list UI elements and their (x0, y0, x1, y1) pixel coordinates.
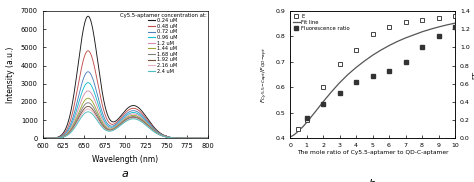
X-axis label: The mole ratio of Cy5.5-aptamer to QD-C-aptamer: The mole ratio of Cy5.5-aptamer to QD-C-… (297, 150, 448, 155)
Y-axis label: EE: EE (473, 70, 474, 79)
Text: a: a (122, 169, 128, 179)
X-axis label: Wavelength (nm): Wavelength (nm) (92, 155, 158, 164)
Y-axis label: Intensity (a.u.): Intensity (a.u.) (6, 46, 15, 103)
Y-axis label: $\mathit{F}_{Cy5.5\!-\!Capt}/\mathit{F}_{QD\!-\!apt}$: $\mathit{F}_{Cy5.5\!-\!Capt}/\mathit{F}_… (260, 46, 270, 103)
Text: b: b (369, 179, 376, 182)
Legend: 0.24 uM, 0.48 uM, 0.72 uM, 0.96 uM, 1.2 uM, 1.44 uM, 1.68 uM, 1.92 uM, 2.16 uM, : 0.24 uM, 0.48 uM, 0.72 uM, 0.96 uM, 1.2 … (119, 12, 207, 74)
Legend: E, Fit line, Fluorescence ratio: E, Fit line, Fluorescence ratio (293, 13, 350, 31)
